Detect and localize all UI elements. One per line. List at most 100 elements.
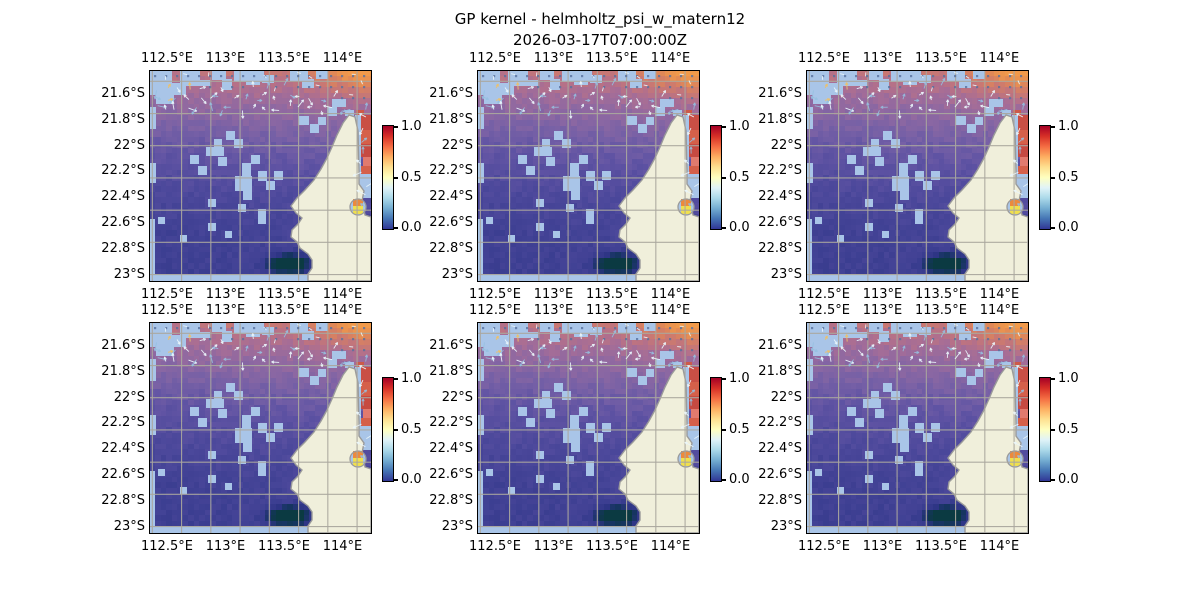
- map-panel-r2-c1: 112.5°E 112.5°E 113°E 113°E 113.5°E 113.5°E 11…: [101, 304, 421, 553]
- map-frame: [148, 321, 372, 534]
- x-tick-label-top: 112.5°E: [469, 51, 521, 66]
- y-tick-label: 23°S: [113, 266, 145, 282]
- x-tick-label-bottom: 112.5°E: [798, 539, 850, 554]
- x-tick-label-bottom: 113.5°E: [257, 539, 310, 554]
- y-tick-label: 23°S: [441, 266, 473, 282]
- colorbar-tick: [1051, 176, 1055, 179]
- map-panel-r1-c3: 112.5°E 112.5°E 113°E 113°E 113.5°E 113.5°E 11…: [758, 52, 1078, 301]
- colorbar-tick-label: 0.5: [1058, 421, 1079, 437]
- x-tick-label-bottom: 113.5°E: [585, 287, 638, 302]
- map-frame: [476, 321, 700, 534]
- y-tick-label: 22.2°S: [429, 163, 473, 179]
- y-tick-label: 22.6°S: [101, 215, 145, 231]
- y-tick-label: 21.6°S: [429, 338, 473, 354]
- x-tick-label-top: 114°E: [650, 303, 691, 318]
- x-tick-label-bottom: 112.5°E: [141, 539, 193, 554]
- map-frame: [805, 69, 1029, 282]
- colorbar-tick: [722, 227, 726, 229]
- y-tick-label: 22°S: [441, 389, 473, 405]
- colorbar: 1.0 0.5 0.0: [710, 372, 750, 487]
- x-tick-label-top: 113.5°E: [914, 51, 967, 66]
- y-tick-label: 21.8°S: [758, 363, 802, 379]
- colorbar-tick: [722, 126, 726, 128]
- colorbar-tick: [394, 126, 398, 128]
- y-tick-label: 22.6°S: [758, 215, 802, 231]
- map-frame: [148, 69, 372, 282]
- y-tick-label: 22.8°S: [429, 492, 473, 508]
- x-tick-label-bottom: 113°E: [862, 539, 903, 554]
- y-tick-label: 22.4°S: [758, 441, 802, 457]
- y-tick-label: 22.2°S: [758, 415, 802, 431]
- x-tick-label-top: 113.5°E: [914, 303, 967, 318]
- map-frame: [476, 69, 700, 282]
- x-tick-label-top: 112.5°E: [798, 303, 850, 318]
- y-tick-label: 22°S: [770, 137, 802, 153]
- x-tick-label-top: 114°E: [650, 51, 691, 66]
- y-tick-label: 21.8°S: [101, 363, 145, 379]
- colorbar-tick-label: 0.0: [729, 220, 750, 235]
- y-tick-label: 22.6°S: [758, 467, 802, 483]
- colorbar: 1.0 0.5 0.0: [382, 372, 422, 487]
- map-canvas: [477, 70, 699, 281]
- colorbar-tick-label: 1.0: [729, 119, 750, 134]
- x-tick-label-bottom: 112.5°E: [141, 287, 193, 302]
- y-tick-label: 22.8°S: [429, 240, 473, 256]
- y-tick-label: 22.2°S: [429, 415, 473, 431]
- map-canvas: [149, 70, 371, 281]
- colorbar-tick-label: 0.0: [1058, 220, 1079, 235]
- colorbar-tick-label: 1.0: [401, 371, 422, 386]
- colorbar-tick-label: 0.5: [729, 421, 750, 437]
- colorbar-tick-label: 0.0: [401, 220, 422, 235]
- y-tick-label: 22.4°S: [758, 189, 802, 205]
- x-tick-label-bottom: 114°E: [322, 287, 363, 302]
- y-tick-label: 22.6°S: [101, 467, 145, 483]
- y-tick-label: 22°S: [770, 389, 802, 405]
- y-tick-label: 21.6°S: [758, 338, 802, 354]
- colorbar-tick-label: 0.0: [1058, 472, 1079, 487]
- y-tick-label: 21.8°S: [101, 111, 145, 127]
- colorbar-tick: [722, 428, 726, 431]
- colorbar-tick: [722, 176, 726, 179]
- x-tick-label-top: 113°E: [533, 51, 574, 66]
- y-tick-label: 22°S: [113, 137, 145, 153]
- figure-title: GP kernel - helmholtz_psi_w_matern12: [454, 10, 746, 28]
- y-tick-label: 23°S: [770, 518, 802, 534]
- colorbar-tick: [722, 479, 726, 481]
- y-tick-label: 22°S: [441, 137, 473, 153]
- colorbar-tick-label: 0.0: [401, 472, 422, 487]
- x-tick-label-top: 112.5°E: [141, 303, 193, 318]
- y-tick-label: 21.6°S: [429, 86, 473, 102]
- y-tick-label: 22.4°S: [429, 441, 473, 457]
- map-frame: [805, 321, 1029, 534]
- map-panel-r2-c2: 112.5°E 112.5°E 113°E 113°E 113.5°E 113.5°E 11…: [429, 304, 749, 553]
- y-tick-label: 22.4°S: [101, 189, 145, 205]
- colorbar-tick-label: 0.5: [401, 421, 422, 437]
- x-tick-label-top: 112.5°E: [798, 51, 850, 66]
- colorbar-tick: [722, 378, 726, 380]
- y-tick-label: 23°S: [113, 518, 145, 534]
- x-tick-label-top: 113°E: [205, 303, 246, 318]
- x-tick-label-top: 112.5°E: [141, 51, 193, 66]
- colorbar: 1.0 0.5 0.0: [1039, 372, 1079, 487]
- colorbar-tick-label: 0.5: [1058, 169, 1079, 185]
- figure-subtitle: 2026-03-17T07:00:00Z: [513, 31, 687, 49]
- y-tick-label: 23°S: [441, 518, 473, 534]
- y-tick-label: 22.2°S: [101, 163, 145, 179]
- x-tick-label-bottom: 113°E: [533, 287, 574, 302]
- colorbar-tick: [394, 428, 398, 431]
- y-tick-label: 22.8°S: [758, 240, 802, 256]
- colorbar-tick: [1051, 428, 1055, 431]
- y-tick-label: 22.4°S: [101, 441, 145, 457]
- y-tick-label: 21.6°S: [758, 86, 802, 102]
- colorbar-tick-label: 1.0: [1058, 371, 1079, 386]
- colorbar-tick-label: 0.5: [401, 169, 422, 185]
- map-canvas: [806, 322, 1028, 533]
- y-tick-label: 22.2°S: [758, 163, 802, 179]
- map-panel-r2-c3: 112.5°E 112.5°E 113°E 113°E 113.5°E 113.5°E 11…: [758, 304, 1078, 553]
- x-tick-label-top: 113.5°E: [257, 51, 310, 66]
- map-canvas: [477, 322, 699, 533]
- x-tick-label-top: 114°E: [322, 303, 363, 318]
- colorbar: 1.0 0.5 0.0: [710, 120, 750, 235]
- map-panel-r1-c1: 112.5°E 112.5°E 113°E 113°E 113.5°E 113.5°E 11…: [101, 52, 421, 301]
